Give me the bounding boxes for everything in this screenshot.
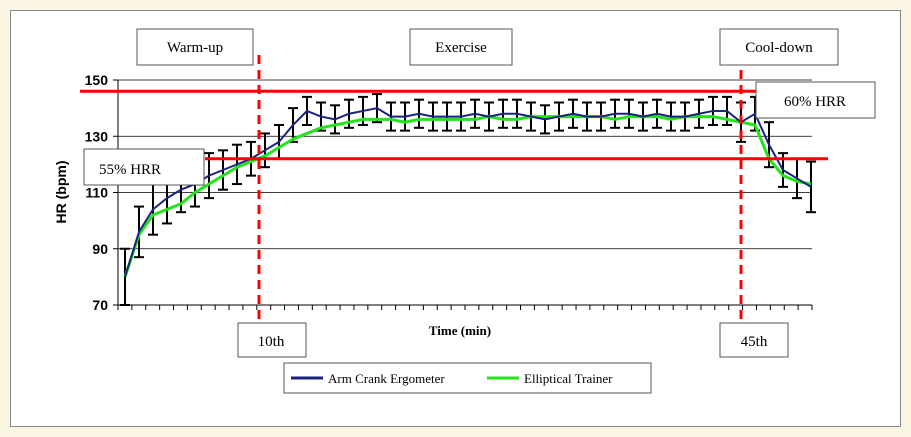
warmup-box: Warm-up [136,28,254,66]
hrr55-label: 55% HRR [99,162,161,178]
error-bars [120,93,816,306]
series-arm-crank-line [124,107,812,278]
legend-elliptical-label: Elliptical Trainer [524,371,613,386]
exercise-label: Exercise [435,40,487,56]
hrr60-box: 60% HRR [755,81,876,119]
marker-45th-box: 45th [719,322,789,358]
marker-10th-label: 10th [258,334,285,350]
exercise-box: Exercise [409,28,513,66]
warmup-label: Warm-up [167,40,223,56]
cooldown-label: Cool-down [745,40,813,56]
hrr55-box: 55% HRR [83,148,205,186]
marker-10th-box: 10th [237,322,307,358]
x-axis-title: Time (min) [429,323,491,338]
y-tick-label-150: 150 [85,72,109,88]
y-axis-title: HR (bpm) [53,161,69,224]
y-tick-label-110: 110 [85,185,108,201]
x-ticks [117,305,813,310]
y-tick-label-70: 70 [92,297,108,313]
legend: Arm Crank Ergometer Elliptical Trainer [283,362,652,394]
y-tick-label-90: 90 [92,241,108,257]
marker-45th-label: 45th [741,334,768,350]
hrr60-label: 60% HRR [784,94,846,110]
legend-arm-crank-label: Arm Crank Ergometer [328,371,445,386]
grid [113,79,812,306]
series-elliptical-line [123,115,812,278]
y-tick-label-130: 130 [85,128,109,144]
y-tick-labels: 70 90 110 130 150 [85,72,109,313]
cooldown-box: Cool-down [719,28,839,66]
